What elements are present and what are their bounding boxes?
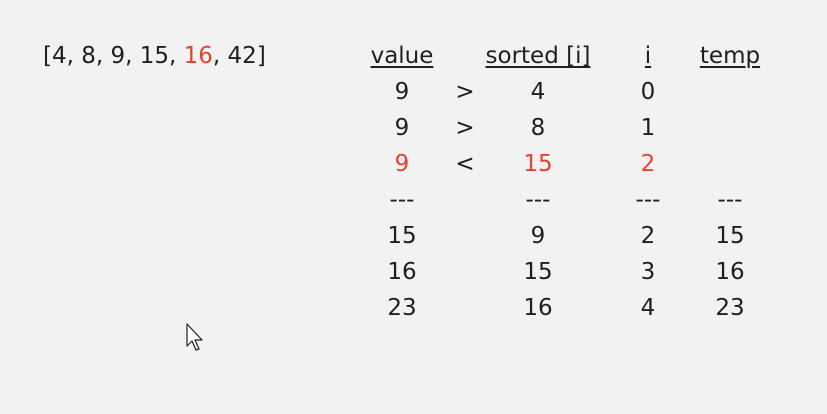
cell-sorted: 9	[530, 223, 546, 249]
trace-row: 16 15 3 16	[358, 256, 778, 292]
cell-sorted: 15	[523, 151, 553, 177]
array-highlighted-value: 16	[183, 43, 213, 69]
cell-value: 9	[394, 151, 410, 177]
cell-i: 1	[640, 115, 656, 141]
cell-temp: ---	[717, 187, 743, 213]
cell-value: 16	[387, 259, 417, 285]
cell-temp: 15	[715, 223, 745, 249]
trace-row: 15 9 2 15	[358, 220, 778, 256]
trace-separator-row: --- --- --- ---	[358, 184, 778, 220]
cell-value: ---	[389, 187, 415, 213]
header-i: i	[644, 43, 652, 69]
trace-row-highlighted: 9 < 15 2	[358, 148, 778, 184]
cell-sorted: 16	[523, 295, 553, 321]
array-display: [4, 8, 9, 15, 16, 42]	[43, 41, 266, 71]
cell-value: 9	[394, 79, 410, 105]
array-close-bracket: ]	[256, 43, 266, 69]
cell-sorted: 4	[530, 79, 546, 105]
cell-sorted: 8	[530, 115, 546, 141]
trace-table-header: value sorted [i] i temp	[358, 40, 778, 76]
header-value: value	[370, 43, 434, 69]
cell-value: 23	[387, 295, 417, 321]
trace-row: 23 16 4 23	[358, 292, 778, 328]
cell-i: 2	[640, 151, 656, 177]
mouse-pointer-icon	[186, 323, 203, 351]
cell-i: 3	[640, 259, 656, 285]
cell-comparison: >	[455, 115, 475, 141]
cell-value: 15	[387, 223, 417, 249]
trace-row: 9 > 4 0	[358, 76, 778, 112]
cell-sorted: ---	[525, 187, 551, 213]
cell-temp: 16	[715, 259, 745, 285]
cell-i: 2	[640, 223, 656, 249]
trace-table: value sorted [i] i temp 9 > 4 0 9 > 8 1 …	[358, 40, 778, 328]
array-values-after: , 42	[212, 43, 257, 69]
cell-i: 0	[640, 79, 656, 105]
cell-comparison: >	[455, 79, 475, 105]
cell-temp: 23	[715, 295, 745, 321]
cell-comparison: <	[455, 151, 475, 177]
cell-sorted: 15	[523, 259, 553, 285]
array-values-before: 4, 8, 9, 15,	[51, 43, 184, 69]
header-sorted: sorted [i]	[485, 43, 591, 69]
cell-value: 9	[394, 115, 410, 141]
trace-row: 9 > 8 1	[358, 112, 778, 148]
array-open-bracket: [	[43, 43, 52, 69]
cell-i: ---	[635, 187, 661, 213]
header-temp: temp	[699, 43, 761, 69]
cell-i: 4	[640, 295, 656, 321]
